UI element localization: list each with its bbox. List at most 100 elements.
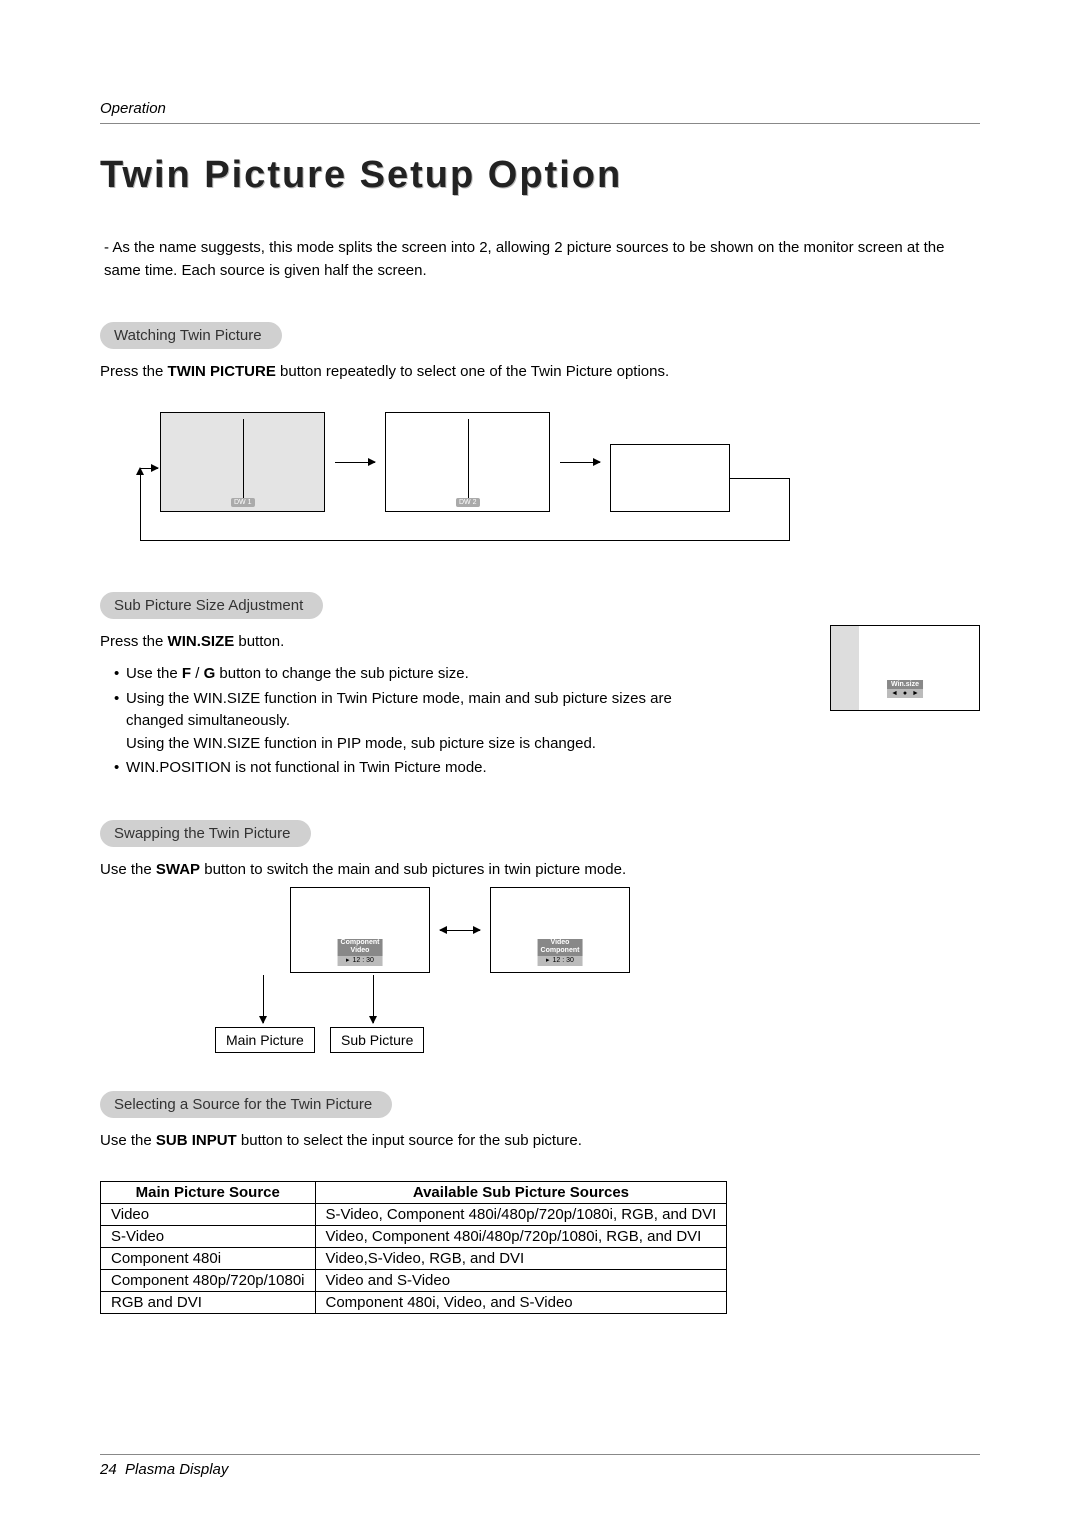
swap-prefix: Use the — [100, 861, 156, 878]
b1a: Use the — [126, 665, 182, 682]
swap-left-row: ▸12 : 30 — [338, 956, 383, 966]
dw-vline-1 — [243, 419, 244, 507]
cell: Video,S-Video, RGB, and DVI — [315, 1247, 727, 1269]
subsize-b2: Using the WIN.SIZE function in Twin Pict… — [114, 688, 720, 756]
swap-box-right: Video Component ▸12 : 30 — [490, 887, 630, 973]
select-line: Use the SUB INPUT button to select the i… — [100, 1130, 980, 1153]
cell: Video, Component 480i/480p/720p/1080i, R… — [315, 1225, 727, 1247]
dw-label-2: DW 2 — [456, 498, 480, 507]
swap-right-top: Video — [538, 939, 583, 947]
winsize-title: Win.size — [887, 680, 923, 689]
watching-line: Press the TWIN PICTURE button repeatedly… — [100, 361, 980, 384]
arrow-1 — [335, 462, 375, 463]
swap-badge-left: Component Video ▸12 : 30 — [338, 939, 383, 966]
cell: Component 480i, Video, and S-Video — [315, 1291, 727, 1313]
manual-page: Operation Twin Picture Setup Option - As… — [0, 0, 1080, 1528]
dw-vline-2 — [468, 419, 469, 507]
page-title: Twin Picture Setup Option — [100, 154, 980, 197]
cell: Component 480p/720p/1080i — [101, 1269, 316, 1291]
col1-header: Main Picture Source — [101, 1181, 316, 1203]
table-row: Component 480iVideo,S-Video, RGB, and DV… — [101, 1247, 727, 1269]
swap-left-bottom: Video — [338, 947, 383, 955]
table-row: RGB and DVIComponent 480i, Video, and S-… — [101, 1291, 727, 1313]
swap-line: Use the SWAP button to switch the main a… — [100, 859, 980, 882]
cell: S-Video — [101, 1225, 316, 1247]
swap-left-time: 12 : 30 — [353, 957, 374, 965]
table-row: VideoS-Video, Component 480i/480p/720p/1… — [101, 1203, 727, 1225]
subsize-bullets: Use the F / G button to change the sub p… — [100, 663, 720, 780]
winsize-badge: Win.size ◄ ● ► — [887, 680, 923, 698]
subsize-b3: WIN.POSITION is not functional in Twin P… — [114, 757, 720, 780]
winsize-right-icon: ► — [912, 690, 919, 697]
swap-arrow — [440, 930, 480, 931]
sub-picture-label: Sub Picture — [330, 1027, 424, 1053]
dw-box-2: DW 2 — [385, 412, 550, 512]
arrow-2 — [560, 462, 600, 463]
header-section-label: Operation — [100, 100, 980, 117]
header-rule — [100, 123, 980, 124]
cell: RGB and DVI — [101, 1291, 316, 1313]
dw-label-1: DW 1 — [231, 498, 255, 507]
main-picture-label: Main Picture — [215, 1027, 315, 1053]
footer-page: 24 — [100, 1461, 117, 1478]
table-row: Component 480p/720p/1080iVideo and S-Vid… — [101, 1269, 727, 1291]
watching-diagram: DW 1 DW 2 — [140, 412, 900, 552]
loop-arrow-into-box1 — [140, 468, 158, 469]
footer-text: 24 Plasma Display — [100, 1461, 980, 1478]
down-arrow-main — [263, 975, 264, 1023]
watching-bold: TWIN PICTURE — [168, 363, 276, 380]
select-suffix: button to select the input source for th… — [237, 1132, 582, 1149]
tri-right-icon: ▸ — [546, 957, 550, 965]
subsize-prefix: Press the — [100, 633, 168, 650]
col2-header: Available Sub Picture Sources — [315, 1181, 727, 1203]
swap-badge-right: Video Component ▸12 : 30 — [538, 939, 583, 966]
footer-rule — [100, 1454, 980, 1455]
watching-prefix: Press the — [100, 363, 168, 380]
loop-bottom — [140, 540, 790, 541]
winsize-left-icon: ◄ — [891, 690, 898, 697]
swap-right-bottom: Component — [538, 947, 583, 955]
subsize-fill — [831, 626, 859, 710]
tri-left-icon: ▸ — [346, 957, 350, 965]
swap-bold: SWAP — [156, 861, 200, 878]
b1sep: / — [191, 665, 204, 682]
cell: S-Video, Component 480i/480p/720p/1080i,… — [315, 1203, 727, 1225]
table-row: S-VideoVideo, Component 480i/480p/720p/1… — [101, 1225, 727, 1247]
select-prefix: Use the — [100, 1132, 156, 1149]
subsize-wrap: Press the WIN.SIZE button. Use the F / G… — [100, 631, 980, 780]
cell: Component 480i — [101, 1247, 316, 1269]
swap-box-left: Component Video ▸12 : 30 — [290, 887, 430, 973]
subsize-suffix: button. — [234, 633, 284, 650]
subsize-bold: WIN.SIZE — [168, 633, 235, 650]
subsize-figure: Win.size ◄ ● ► — [830, 625, 980, 711]
cell: Video — [101, 1203, 316, 1225]
source-table: Main Picture Source Available Sub Pictur… — [100, 1181, 727, 1314]
section-pill-swap: Swapping the Twin Picture — [100, 820, 311, 847]
section-pill-select: Selecting a Source for the Twin Picture — [100, 1091, 392, 1118]
cell: Video and S-Video — [315, 1269, 727, 1291]
intro-text: - As the name suggests, this mode splits… — [100, 237, 980, 282]
swap-diagram: Component Video ▸12 : 30 Video Component… — [100, 887, 980, 1067]
b1b: button to change the sub picture size. — [215, 665, 469, 682]
dw-box-1: DW 1 — [160, 412, 325, 512]
dw-box-3 — [610, 444, 730, 512]
subsize-b2b: Using the WIN.SIZE function in PIP mode,… — [126, 733, 720, 756]
subsize-b1: Use the F / G button to change the sub p… — [114, 663, 720, 686]
page-footer: 24 Plasma Display — [100, 1454, 980, 1478]
select-bold: SUB INPUT — [156, 1132, 237, 1149]
swap-left-top: Component — [338, 939, 383, 947]
loop-left — [140, 468, 141, 540]
section-pill-subsize: Sub Picture Size Adjustment — [100, 592, 323, 619]
swap-right-time: 12 : 30 — [553, 957, 574, 965]
intro-body: As the name suggests, this mode splits t… — [104, 239, 944, 279]
footer-label: Plasma Display — [125, 1461, 228, 1478]
b1g: G — [204, 665, 216, 682]
table-header-row: Main Picture Source Available Sub Pictur… — [101, 1181, 727, 1203]
watching-suffix: button repeatedly to select one of the T… — [276, 363, 669, 380]
loop-right — [730, 478, 790, 540]
b2: Using the WIN.SIZE function in Twin Pict… — [126, 690, 672, 730]
winsize-row: ◄ ● ► — [887, 689, 923, 698]
swap-suffix: button to switch the main and sub pictur… — [200, 861, 626, 878]
winsize-dot-icon: ● — [903, 690, 907, 697]
b1f: F — [182, 665, 191, 682]
